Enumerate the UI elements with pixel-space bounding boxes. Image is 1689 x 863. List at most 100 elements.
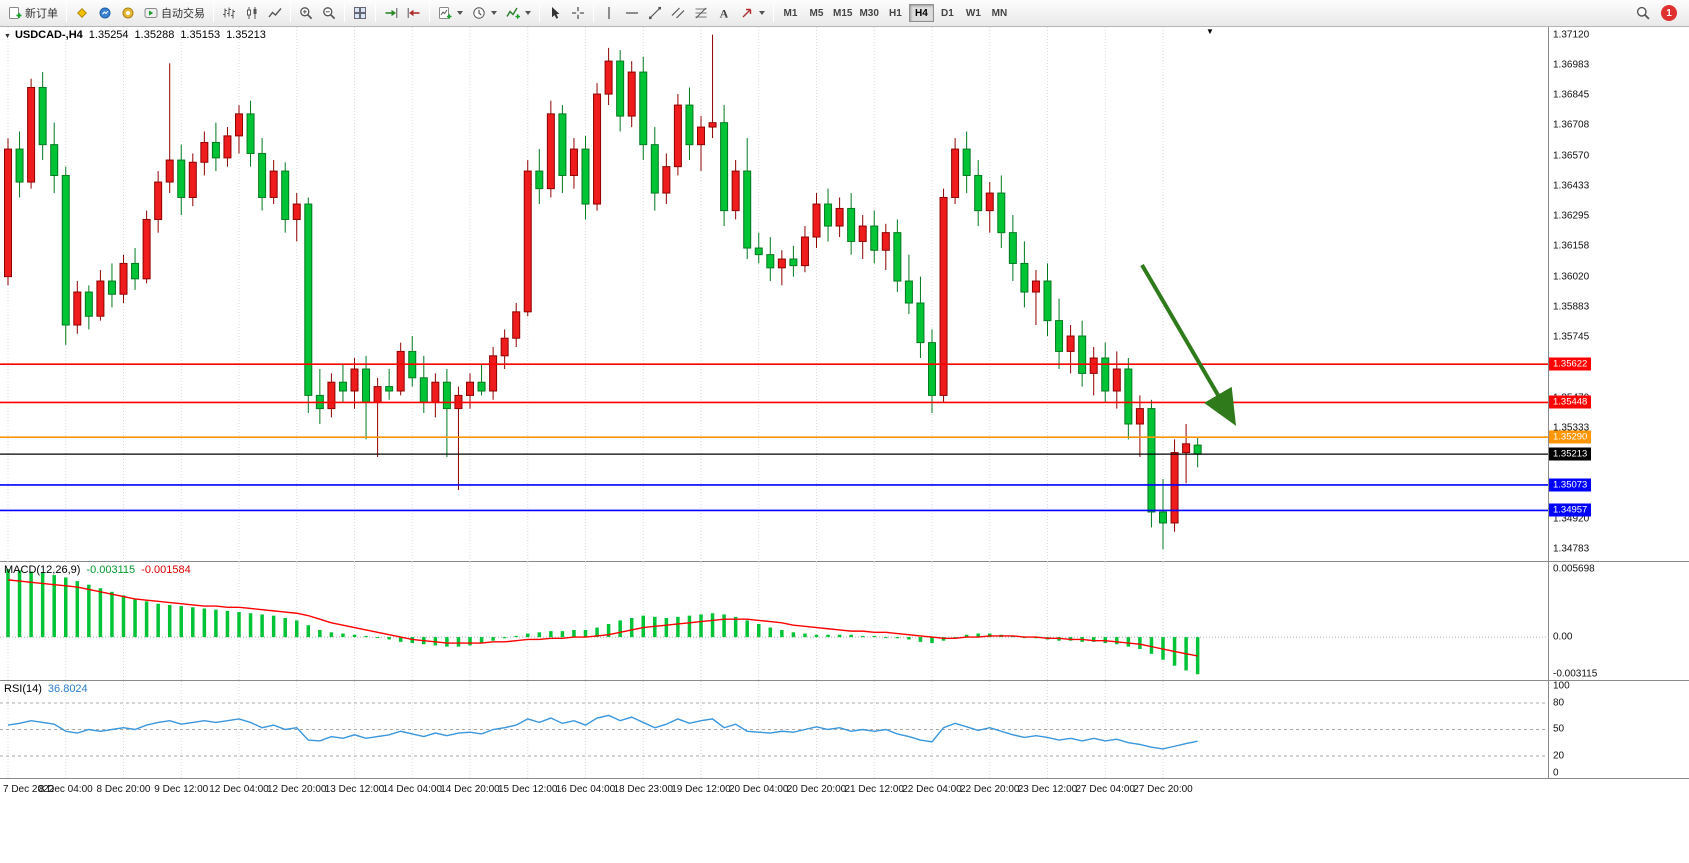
autotrading-icon [144, 6, 158, 20]
main-chart-canvas[interactable] [0, 27, 1689, 562]
rsi-pane[interactable]: RSI(14) 36.8024 100 80 50 20 0 [0, 681, 1689, 779]
toolbar: 新订单 自动交易 A M1 M5 M15 M30 H1 H4 D1 W1 MN 1 [0, 0, 1689, 27]
horizontal-line-button[interactable] [621, 3, 643, 24]
timeframe-m15-button[interactable]: M15 [833, 7, 853, 19]
candlestick-icon [245, 6, 259, 20]
collapse-icon[interactable]: ▼ [4, 33, 11, 40]
high-value: 1.35288 [134, 29, 175, 41]
trendline-button[interactable] [644, 3, 666, 24]
cursor-button[interactable] [544, 3, 566, 24]
price-line-badge[interactable]: 1.35213 [1549, 447, 1592, 461]
equidistant-channel-button[interactable] [667, 3, 689, 24]
chart-shift-button[interactable] [403, 3, 425, 24]
autotrading-label: 自动交易 [161, 8, 205, 20]
bar-chart-icon [222, 6, 236, 20]
time-axis-label: 14 Dec 20:00 [440, 784, 500, 795]
notification-badge[interactable]: 1 [1661, 5, 1677, 21]
market-icon [98, 6, 112, 20]
vline-icon [602, 6, 616, 20]
time-axis-label: 21 Dec 12:00 [844, 784, 905, 795]
chevron-down-icon [759, 11, 765, 15]
time-axis-label: 9 Dec 12:00 [154, 784, 209, 795]
main-chart-pane[interactable]: ▼ USDCAD-,H4 1.35254 1.35288 1.35153 1.3… [0, 27, 1689, 562]
rsi-canvas[interactable] [0, 681, 1689, 779]
hlines-layer[interactable] [0, 363, 1548, 512]
macd-canvas[interactable] [0, 562, 1689, 681]
timeframe-mn-button[interactable]: MN [991, 7, 1008, 19]
text-button[interactable]: A [713, 3, 735, 24]
price-line-badge[interactable]: 1.35073 [1549, 478, 1592, 492]
crosshair-icon [571, 6, 585, 20]
price-axis-label: 1.36570 [1553, 150, 1590, 162]
editor-icon [75, 6, 89, 20]
autotrading-button[interactable]: 自动交易 [140, 3, 209, 24]
chevron-down-icon [457, 11, 463, 15]
price-axis-label: 1.36983 [1553, 59, 1590, 71]
toolbar-separator [375, 4, 376, 22]
time-axis[interactable]: 7 Dec 2022 8 Dec 04:00 8 Dec 20:00 9 Dec 12… [0, 779, 1689, 803]
open-value: 1.35254 [88, 29, 129, 41]
price-axis-label: 1.36708 [1553, 119, 1590, 131]
price-line-badge[interactable]: 1.35622 [1549, 357, 1592, 371]
zoom-out-button[interactable] [318, 3, 340, 24]
macd-pane[interactable]: MACD(12,26,9) -0.003115 -0.001584 0.0056… [0, 562, 1689, 681]
toolbar-separator [66, 4, 67, 22]
bar-chart-button[interactable] [218, 3, 240, 24]
price-axis-separator [1548, 27, 1549, 779]
chart-shift-icon [407, 6, 421, 20]
price-line-badge[interactable]: 1.34957 [1549, 503, 1592, 517]
new-order-label: 新订单 [25, 8, 58, 20]
chart-shift-marker[interactable]: ▼ [1206, 27, 1214, 36]
hline-icon [625, 6, 639, 20]
timeframe-h4-button[interactable]: H4 [908, 4, 934, 22]
line-chart-button[interactable] [264, 3, 286, 24]
zoom-in-button[interactable] [295, 3, 317, 24]
timeframe-m1-button[interactable]: M1 [783, 7, 798, 19]
toolbar-separator [344, 4, 345, 22]
tile-windows-button[interactable] [349, 3, 371, 24]
macd-header: MACD(12,26,9) -0.003115 -0.001584 [4, 564, 191, 576]
cursor-icon [548, 6, 562, 20]
search-button[interactable] [1632, 3, 1654, 24]
price-line-badge[interactable]: 1.35448 [1549, 395, 1592, 409]
timeframe-h1-button[interactable]: H1 [889, 7, 902, 19]
new-order-icon [8, 6, 22, 20]
price-line-badge[interactable]: 1.35290 [1549, 430, 1592, 444]
auto-scroll-icon [384, 6, 398, 20]
auto-scroll-button[interactable] [380, 3, 402, 24]
toolbar-right: 1 [1632, 3, 1685, 24]
rsi-line [7, 714, 1198, 750]
close-value: 1.35213 [226, 29, 266, 41]
new-order-button[interactable]: 新订单 [4, 3, 62, 24]
time-axis-label: 13 Dec 12:00 [324, 784, 385, 795]
chart-window: ▼ USDCAD-,H4 1.35254 1.35288 1.35153 1.3… [0, 27, 1689, 803]
new-chart-button[interactable] [434, 3, 467, 24]
fibonacci-button[interactable] [690, 3, 712, 24]
timeframe-d1-button[interactable]: D1 [941, 7, 954, 19]
price-axis-label: 1.36020 [1553, 271, 1590, 283]
crosshair-button[interactable] [567, 3, 589, 24]
price-axis-label: 1.36845 [1553, 89, 1590, 101]
time-axis-label: 22 Dec 04:00 [902, 784, 962, 795]
timeframe-w1-button[interactable]: W1 [965, 7, 981, 19]
timeframe-m5-button[interactable]: M5 [809, 7, 824, 19]
community-button[interactable] [117, 3, 139, 24]
clock-icon [472, 6, 486, 20]
toolbar-separator [539, 4, 540, 22]
vertical-line-button[interactable] [598, 3, 620, 24]
indicators-button[interactable] [502, 3, 535, 24]
chevron-down-icon [525, 11, 531, 15]
grid-lines [7, 27, 1164, 562]
chevron-down-icon [491, 11, 497, 15]
timeframe-m30-button[interactable]: M30 [859, 7, 879, 19]
metaeditor-button[interactable] [71, 3, 93, 24]
time-axis-label: 8 Dec 04:00 [38, 784, 93, 795]
candlestick-chart-button[interactable] [241, 3, 263, 24]
arrow-annotation[interactable] [1140, 263, 1237, 426]
profiles-button[interactable] [468, 3, 501, 24]
text-icon: A [717, 6, 731, 21]
time-axis-label: 27 Dec 20:00 [1133, 784, 1193, 795]
market-button[interactable] [94, 3, 116, 24]
rsi-header: RSI(14) 36.8024 [4, 683, 88, 695]
arrows-button[interactable] [736, 3, 769, 24]
